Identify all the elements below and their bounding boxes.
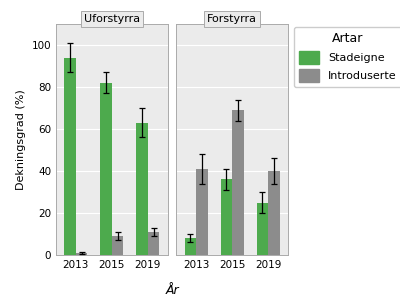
Bar bbox=[64, 58, 76, 255]
Bar bbox=[232, 110, 244, 255]
Bar bbox=[76, 253, 87, 255]
Title: Uforstyrra: Uforstyrra bbox=[84, 14, 140, 24]
Bar bbox=[221, 179, 232, 255]
Bar bbox=[196, 169, 208, 255]
Bar bbox=[257, 202, 268, 255]
Bar bbox=[185, 238, 196, 255]
Bar bbox=[100, 83, 112, 255]
Bar bbox=[112, 236, 123, 255]
Text: År: År bbox=[165, 284, 179, 297]
Bar bbox=[148, 232, 159, 255]
Title: Forstyrra: Forstyrra bbox=[207, 14, 257, 24]
Legend: Stadeigne, Introduserte: Stadeigne, Introduserte bbox=[294, 27, 400, 87]
Bar bbox=[136, 123, 148, 255]
Y-axis label: Dekningsgrad (%): Dekningsgrad (%) bbox=[16, 89, 26, 190]
Bar bbox=[268, 171, 280, 255]
